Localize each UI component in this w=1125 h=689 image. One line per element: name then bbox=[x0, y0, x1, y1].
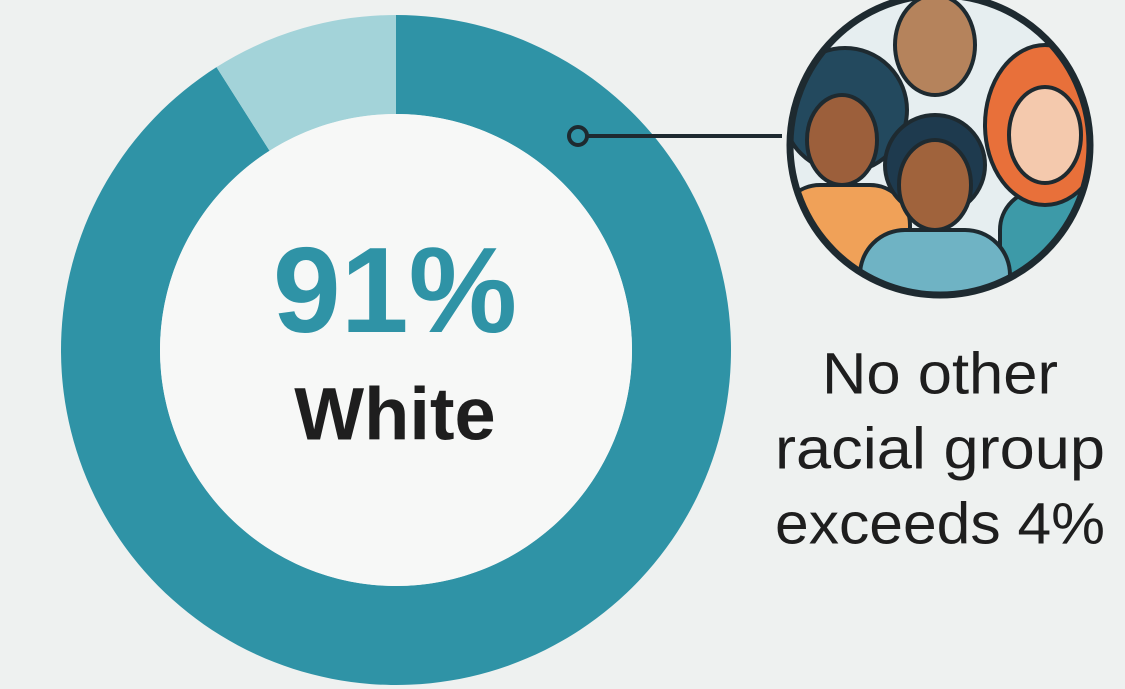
annotation: No other racial group exceeds 4% bbox=[775, 341, 1105, 556]
face bbox=[893, 0, 977, 97]
donut bbox=[61, 15, 731, 685]
annotation-line: exceeds 4% bbox=[775, 491, 1105, 556]
face bbox=[805, 93, 879, 187]
donut-segment bbox=[216, 15, 396, 151]
donut-hole bbox=[160, 114, 632, 586]
center-value-label: 91% bbox=[273, 222, 517, 358]
annotation-line: No other bbox=[822, 341, 1058, 406]
pointer-dot bbox=[567, 125, 589, 147]
icon-border bbox=[786, 0, 1094, 299]
annotation-line: racial group bbox=[775, 416, 1105, 481]
center-category-label: White bbox=[294, 373, 495, 456]
face bbox=[1007, 85, 1083, 185]
face bbox=[897, 138, 973, 232]
donut-segment bbox=[61, 15, 731, 685]
